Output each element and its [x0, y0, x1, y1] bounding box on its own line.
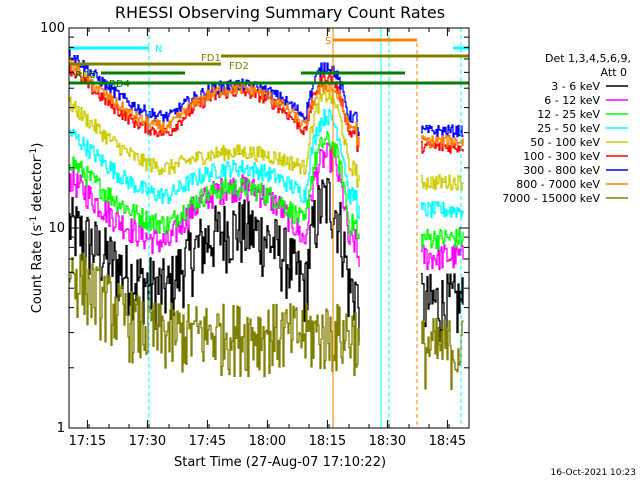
series-line [421, 134, 464, 148]
y-tick-label: 100 [40, 21, 65, 36]
x-axis: 17:15 17:30 17:45 18:00 18:15 18:30 18:45 [68, 28, 470, 449]
y-axis-label-sup2: -1 [29, 148, 39, 157]
annotation-label: FD1 [201, 53, 221, 64]
x-tick-label: 17:30 [129, 434, 166, 449]
y-axis: 1 10 100 [40, 21, 469, 436]
series-line [69, 108, 360, 220]
series-line [69, 88, 360, 188]
legend-header-1: Det 1,3,4,5,6,9, [545, 52, 631, 65]
x-tick-label: 18:15 [309, 434, 346, 449]
annotation-label: RD4 [109, 79, 130, 90]
svg-text:Count Rate (s-1 detector-1): Count Rate (s-1 detector-1) [29, 143, 45, 314]
series-line [69, 252, 360, 378]
legend-entry-label: 3 - 6 keV [551, 80, 600, 93]
series-line [421, 272, 464, 347]
series-line [421, 140, 464, 154]
y-axis-label-main: Count Rate (s [30, 225, 45, 314]
legend-entry-label: 12 - 25 keV [537, 108, 600, 121]
chart-title: RHESSI Observing Summary Count Rates [115, 3, 445, 22]
x-tick-label: 18:30 [369, 434, 406, 449]
legend-entry-label: 100 - 300 keV [523, 150, 600, 163]
series-line [421, 200, 464, 219]
y-axis-label-end: ) [30, 143, 45, 148]
series-line [421, 174, 464, 191]
y-tick-label: 1 [57, 421, 65, 436]
series-line [421, 317, 464, 391]
y-axis-label: Count Rate (s-1 detector-1) [29, 143, 45, 314]
legend-entry-label: 300 - 800 keV [523, 164, 600, 177]
y-tick-label: 10 [48, 221, 65, 236]
legend-entry-label: 50 - 100 keV [530, 136, 600, 149]
legend-entry-label: 800 - 7000 keV [516, 178, 600, 191]
annotation-label: S [325, 36, 331, 47]
series-line [421, 228, 464, 250]
annotation-label: FD2 [229, 61, 249, 72]
x-tick-label: 17:15 [69, 434, 106, 449]
legend-entry-label: 6 - 12 keV [544, 94, 600, 107]
y-axis-label-sup1: -1 [29, 216, 39, 225]
series-line [69, 56, 360, 147]
x-tick-label: 18:00 [249, 434, 286, 449]
plot-data-layer [69, 46, 464, 391]
y-axis-label-mid: detector [30, 156, 45, 216]
series-line [69, 130, 360, 239]
legend-header-2: Att 0 [601, 66, 627, 79]
annotation-label: N [155, 44, 162, 55]
footer-date: 16-Oct-2021 10:23 [551, 468, 636, 478]
x-axis-label: Start Time (27-Aug-07 17:10:22) [174, 455, 386, 470]
series-line [69, 177, 360, 342]
legend-entry-label: 25 - 50 keV [537, 122, 600, 135]
x-tick-label: 18:45 [429, 434, 466, 449]
legend-entry-label: 7000 - 15000 keV [502, 192, 600, 205]
annotation-label: RD0 [75, 70, 96, 81]
x-tick-label: 17:45 [189, 434, 226, 449]
